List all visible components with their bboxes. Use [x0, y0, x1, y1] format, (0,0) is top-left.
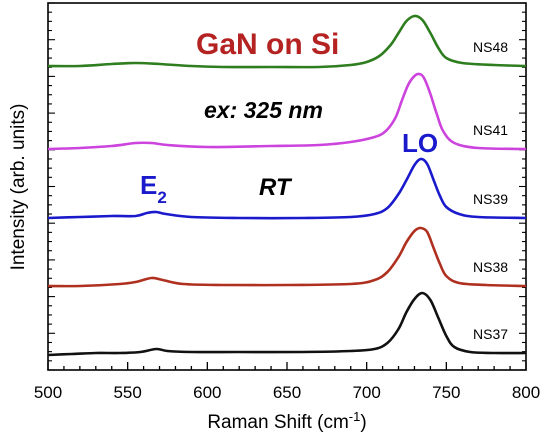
series-name-labels: NS48 NS41 NS39 NS38 NS37 [473, 39, 508, 342]
series-line-ns48 [47, 14, 527, 69]
x-axis-ticks [47, 362, 527, 370]
x-axis-tick-labels: 500 550 600 650 700 750 800 [34, 383, 540, 402]
title-annotation: GaN on Si [196, 28, 339, 61]
series-label-ns41: NS41 [473, 122, 508, 138]
x-tick-label: 600 [193, 383, 221, 402]
series-line-ns41 [47, 72, 527, 151]
temperature-annotation: RT [259, 174, 293, 201]
x-tick-label: 700 [352, 383, 380, 402]
x-tick-label: 800 [512, 383, 540, 402]
e2-subscript: 2 [157, 188, 166, 207]
series-line-ns38 [47, 226, 527, 288]
series-line-ns39 [47, 157, 527, 220]
x-axis-title: Raman Shift (cm-1) [207, 409, 366, 433]
x-axis-title-sup: -1 [349, 409, 361, 424]
excitation-annotation: ex: 325 nm [204, 97, 323, 123]
lo-peak-label: LO [402, 128, 438, 158]
series-label-ns48: NS48 [473, 39, 508, 55]
x-tick-label: 650 [273, 383, 301, 402]
series-label-ns38: NS38 [473, 259, 508, 275]
series-line-ns37 [47, 291, 527, 357]
series-label-ns37: NS37 [473, 326, 508, 342]
x-tick-label: 750 [432, 383, 460, 402]
x-axis-title-main: Raman Shift (cm [207, 412, 348, 433]
series-lines [47, 14, 527, 357]
y-axis-title: Intensity (arb. units) [8, 104, 29, 271]
x-tick-label: 550 [113, 383, 141, 402]
e2-peak-label: E2 [140, 170, 167, 207]
series-label-ns39: NS39 [473, 191, 508, 207]
x-tick-label: 500 [34, 383, 62, 402]
y-axis-ticks [48, 2, 526, 371]
e2-main: E [140, 170, 157, 200]
x-axis-title-close: ) [360, 412, 366, 433]
